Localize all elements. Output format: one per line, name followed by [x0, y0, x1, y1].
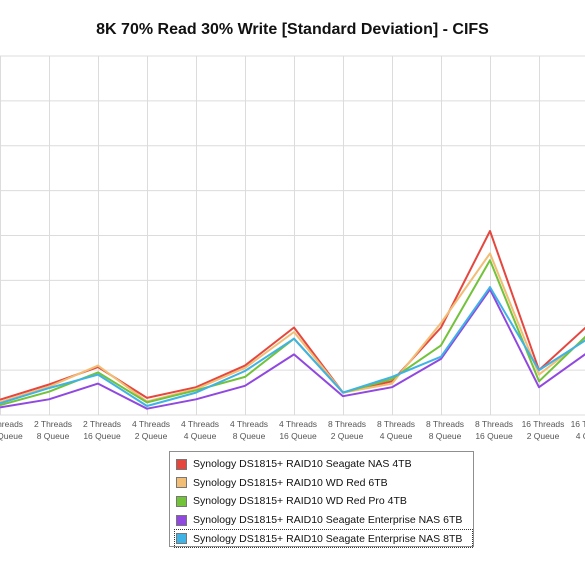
legend-swatch: [176, 458, 187, 470]
chart-legend: Synology DS1815+ RAID10 Seagate NAS 4TB S…: [169, 451, 474, 548]
x-tick-label: 8 Threads 2 Queue: [328, 419, 366, 441]
x-tick-label: 4 Threads 16 Queue: [279, 419, 317, 441]
x-tick-label: 2 Threads 8 Queue: [34, 419, 72, 441]
x-tick-label: 16 Threads 2 Queue: [522, 419, 565, 441]
legend-swatch: [176, 477, 187, 489]
x-tick-label: 8 Threads 16 Queue: [475, 419, 513, 441]
chart-series-group: [0, 230, 585, 410]
x-tick-label: 4 Threads 8 Queue: [230, 419, 268, 441]
legend-label: Synology DS1815+ RAID10 Seagate Enterpri…: [193, 514, 463, 527]
legend-label: Synology DS1815+ RAID10 Seagate Enterpri…: [193, 532, 463, 545]
x-tick-label: 8 Threads 8 Queue: [426, 419, 464, 441]
legend-swatch: [176, 533, 187, 545]
series-line-5: [0, 286, 585, 407]
legend-swatch: [176, 514, 187, 526]
legend-item[interactable]: Synology DS1815+ RAID10 Seagate Enterpri…: [174, 529, 473, 548]
x-tick-label: 2 Threads 16 Queue: [83, 419, 121, 441]
legend-label: Synology DS1815+ RAID10 WD Red 6TB: [193, 476, 388, 489]
legend-item[interactable]: Synology DS1815+ RAID10 WD Red Pro 4TB: [174, 492, 473, 511]
chart-grid: [0, 55, 585, 416]
legend-item[interactable]: Synology DS1815+ RAID10 WD Red 6TB: [174, 474, 473, 493]
legend-item[interactable]: Synology DS1815+ RAID10 Seagate NAS 4TB: [174, 455, 473, 474]
x-tick-label: 4 Threads 4 Queue: [181, 419, 219, 441]
series-line-2: [0, 252, 585, 403]
x-tick-label: 8 Threads 4 Queue: [377, 419, 415, 441]
chart-title: 8K 70% Read 30% Write [Standard Deviatio…: [96, 21, 489, 38]
series-line-1: [0, 230, 585, 401]
legend-label: Synology DS1815+ RAID10 WD Red Pro 4TB: [193, 495, 407, 508]
legend-item[interactable]: Synology DS1815+ RAID10 Seagate Enterpri…: [174, 511, 473, 530]
series-line-4: [0, 288, 585, 410]
x-tick-label: 4 Threads 2 Queue: [132, 419, 170, 441]
legend-label: Synology DS1815+ RAID10 Seagate NAS 4TB: [193, 458, 412, 471]
legend-swatch: [176, 495, 187, 507]
